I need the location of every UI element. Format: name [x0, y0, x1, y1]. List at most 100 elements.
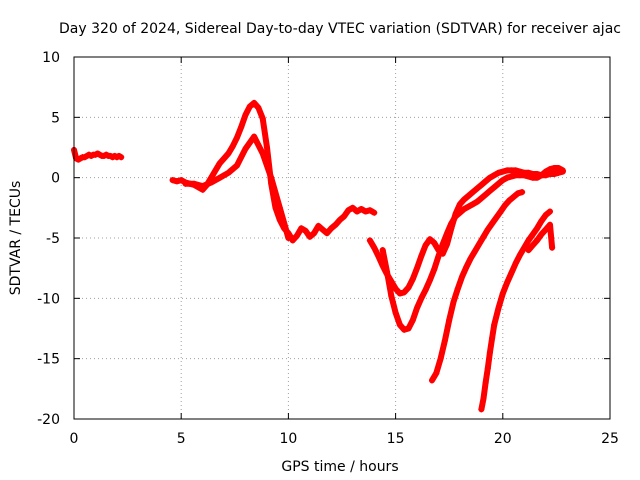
- data-point: [459, 273, 466, 280]
- data-point: [358, 206, 365, 213]
- data-point: [191, 180, 198, 187]
- data-point: [259, 115, 266, 122]
- y-tick-label: 0: [51, 171, 60, 187]
- data-point: [238, 123, 245, 130]
- data-point: [491, 321, 498, 328]
- data-point: [525, 237, 532, 244]
- data-point: [311, 230, 318, 237]
- data-point: [546, 221, 553, 228]
- data-point: [426, 236, 433, 243]
- data-point: [233, 162, 240, 169]
- data-point: [501, 202, 508, 209]
- y-tick-label: -5: [46, 231, 60, 247]
- data-point: [422, 242, 429, 249]
- data-point: [476, 241, 483, 248]
- data-point: [506, 197, 513, 204]
- data-point: [525, 173, 532, 180]
- data-point: [514, 190, 521, 197]
- data-point: [546, 208, 553, 215]
- data-point: [246, 103, 253, 110]
- data-point: [482, 191, 489, 198]
- data-point: [484, 365, 491, 372]
- data-point: [405, 325, 412, 332]
- data-point: [529, 231, 536, 238]
- data-point: [463, 263, 470, 270]
- data-point: [433, 370, 440, 377]
- series-segment-8: [525, 221, 556, 254]
- data-point: [542, 168, 549, 175]
- data-point: [538, 231, 545, 238]
- data-point: [555, 165, 562, 172]
- data-point: [332, 221, 339, 228]
- data-point: [233, 134, 240, 141]
- data-point: [178, 177, 185, 184]
- data-marks: [71, 99, 566, 413]
- x-tick-label: 0: [70, 431, 79, 447]
- data-point: [251, 133, 258, 140]
- data-point: [546, 166, 553, 173]
- x-tick-label: 10: [279, 431, 297, 447]
- data-point: [480, 395, 487, 402]
- data-point: [298, 225, 305, 232]
- series-band: [169, 99, 378, 244]
- data-point: [478, 406, 485, 413]
- data-point: [429, 377, 436, 384]
- data-point: [461, 196, 468, 203]
- data-point: [529, 242, 536, 249]
- data-point: [426, 277, 433, 284]
- data-point: [371, 244, 378, 251]
- data-point: [521, 244, 528, 251]
- data-point: [405, 284, 412, 291]
- data-point: [349, 204, 356, 211]
- data-point: [276, 204, 283, 211]
- x-tick-label: 5: [177, 431, 186, 447]
- data-point: [268, 174, 275, 181]
- data-point: [366, 207, 373, 214]
- data-point: [480, 233, 487, 240]
- data-point: [418, 253, 425, 260]
- data-point: [508, 269, 515, 276]
- data-point: [285, 235, 292, 241]
- y-tick-label: -15: [37, 352, 60, 368]
- data-point: [392, 309, 399, 316]
- data-point: [418, 295, 425, 302]
- data-point: [431, 266, 438, 273]
- series-band: [429, 189, 526, 384]
- data-point: [384, 268, 391, 275]
- x-axis-title: GPS time / hours: [281, 459, 398, 475]
- data-point: [259, 150, 266, 157]
- data-point: [519, 189, 526, 196]
- data-point: [328, 225, 335, 232]
- data-point: [323, 230, 330, 237]
- data-point: [499, 290, 506, 297]
- data-point: [559, 167, 566, 174]
- data-point: [461, 206, 468, 213]
- data-point: [542, 226, 549, 233]
- data-point: [435, 253, 442, 260]
- data-point: [551, 171, 558, 178]
- data-point: [212, 167, 219, 174]
- data-point: [293, 232, 300, 239]
- data-point: [182, 180, 189, 187]
- data-point: [508, 173, 515, 180]
- data-point: [465, 192, 472, 199]
- data-point: [362, 208, 369, 215]
- series-segment-3: [182, 133, 292, 241]
- data-point: [478, 195, 485, 202]
- data-point: [510, 193, 517, 200]
- data-point: [302, 227, 309, 234]
- data-point: [538, 172, 545, 179]
- data-point: [474, 185, 481, 192]
- data-point: [489, 220, 496, 227]
- series-segment-5: [379, 165, 566, 333]
- data-point: [450, 298, 457, 305]
- data-point: [401, 326, 408, 333]
- x-tick-label: 15: [387, 431, 405, 447]
- data-point: [504, 174, 511, 181]
- data-point: [208, 179, 215, 186]
- series-band: [182, 133, 292, 241]
- data-point: [495, 169, 502, 176]
- x-tick-label: 20: [494, 431, 512, 447]
- data-point: [229, 143, 236, 150]
- series-segment-1: [71, 146, 125, 163]
